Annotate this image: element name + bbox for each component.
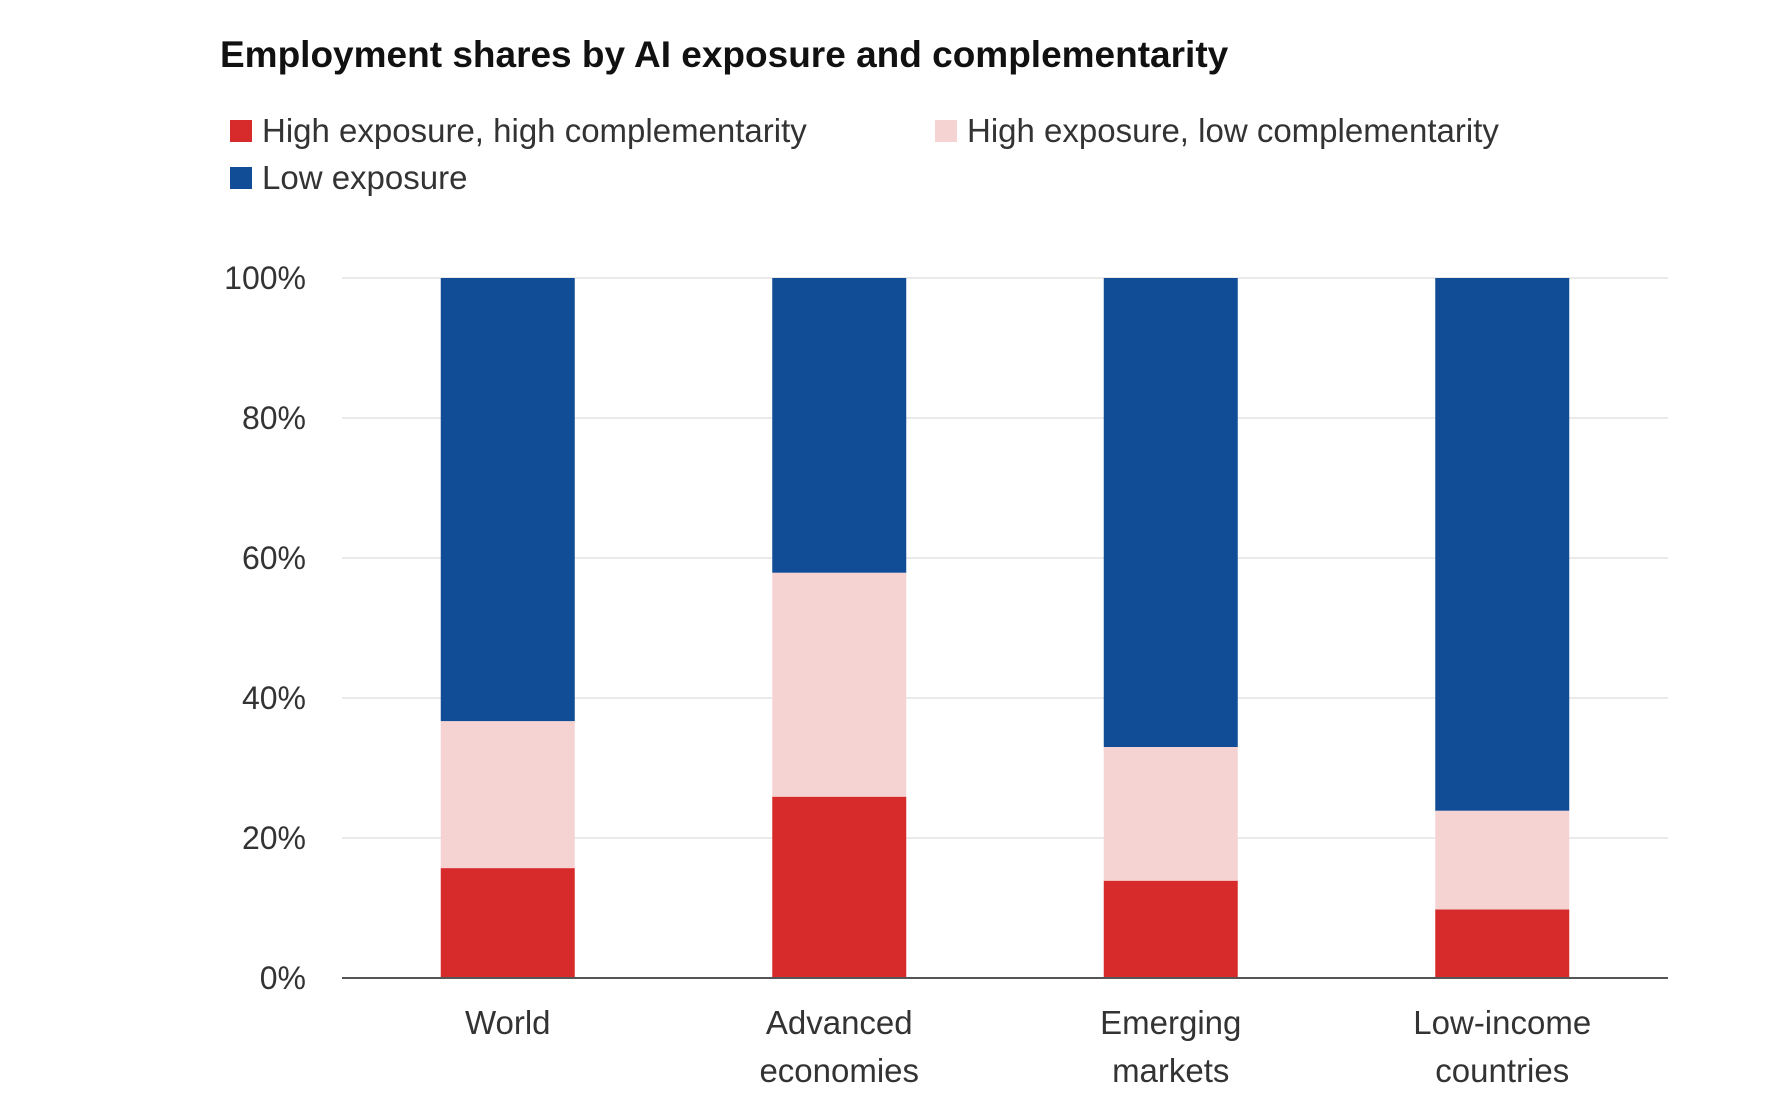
- bar-segment: [1103, 880, 1238, 978]
- legend-swatch-low: [230, 167, 252, 189]
- bar-segment: [1435, 278, 1570, 811]
- x-category-label: Emerging: [1100, 1004, 1241, 1041]
- x-category-label: countries: [1435, 1052, 1569, 1089]
- bar-segment: [440, 868, 575, 978]
- legend-swatch-high-high: [230, 120, 252, 142]
- bar-segment: [772, 572, 907, 797]
- x-category-label: World: [465, 1004, 551, 1041]
- bar-segment: [1103, 747, 1238, 881]
- legend-item-high-high: High exposure, high complementarity: [230, 112, 807, 150]
- legend-label-high-low: High exposure, low complementarity: [967, 112, 1499, 149]
- legend-label-high-high: High exposure, high complementarity: [262, 112, 807, 149]
- x-category-label: economies: [759, 1052, 919, 1089]
- y-tick-label: 60%: [242, 540, 306, 576]
- bar-segment: [1435, 909, 1570, 978]
- bar-segment: [440, 278, 575, 722]
- legend-item-high-low: High exposure, low complementarity: [935, 112, 1499, 150]
- y-tick-label: 80%: [242, 400, 306, 436]
- bar-segment: [1103, 278, 1238, 747]
- y-tick-label: 0%: [260, 960, 306, 996]
- legend-label-low: Low exposure: [262, 159, 468, 196]
- legend-item-low: Low exposure: [230, 159, 467, 197]
- x-category-label: Low-income: [1413, 1004, 1591, 1041]
- y-tick-label: 20%: [242, 820, 306, 856]
- bar-segment: [772, 796, 907, 978]
- bar-segment: [1435, 810, 1570, 910]
- x-category-label: markets: [1112, 1052, 1229, 1089]
- bar-segment: [440, 721, 575, 869]
- x-category-label: Advanced: [766, 1004, 913, 1041]
- chart-title: Employment shares by AI exposure and com…: [220, 34, 1229, 75]
- legend-swatch-high-low: [935, 120, 957, 142]
- bar-segment: [772, 278, 907, 573]
- y-tick-label: 40%: [242, 680, 306, 716]
- y-tick-label: 100%: [224, 260, 306, 296]
